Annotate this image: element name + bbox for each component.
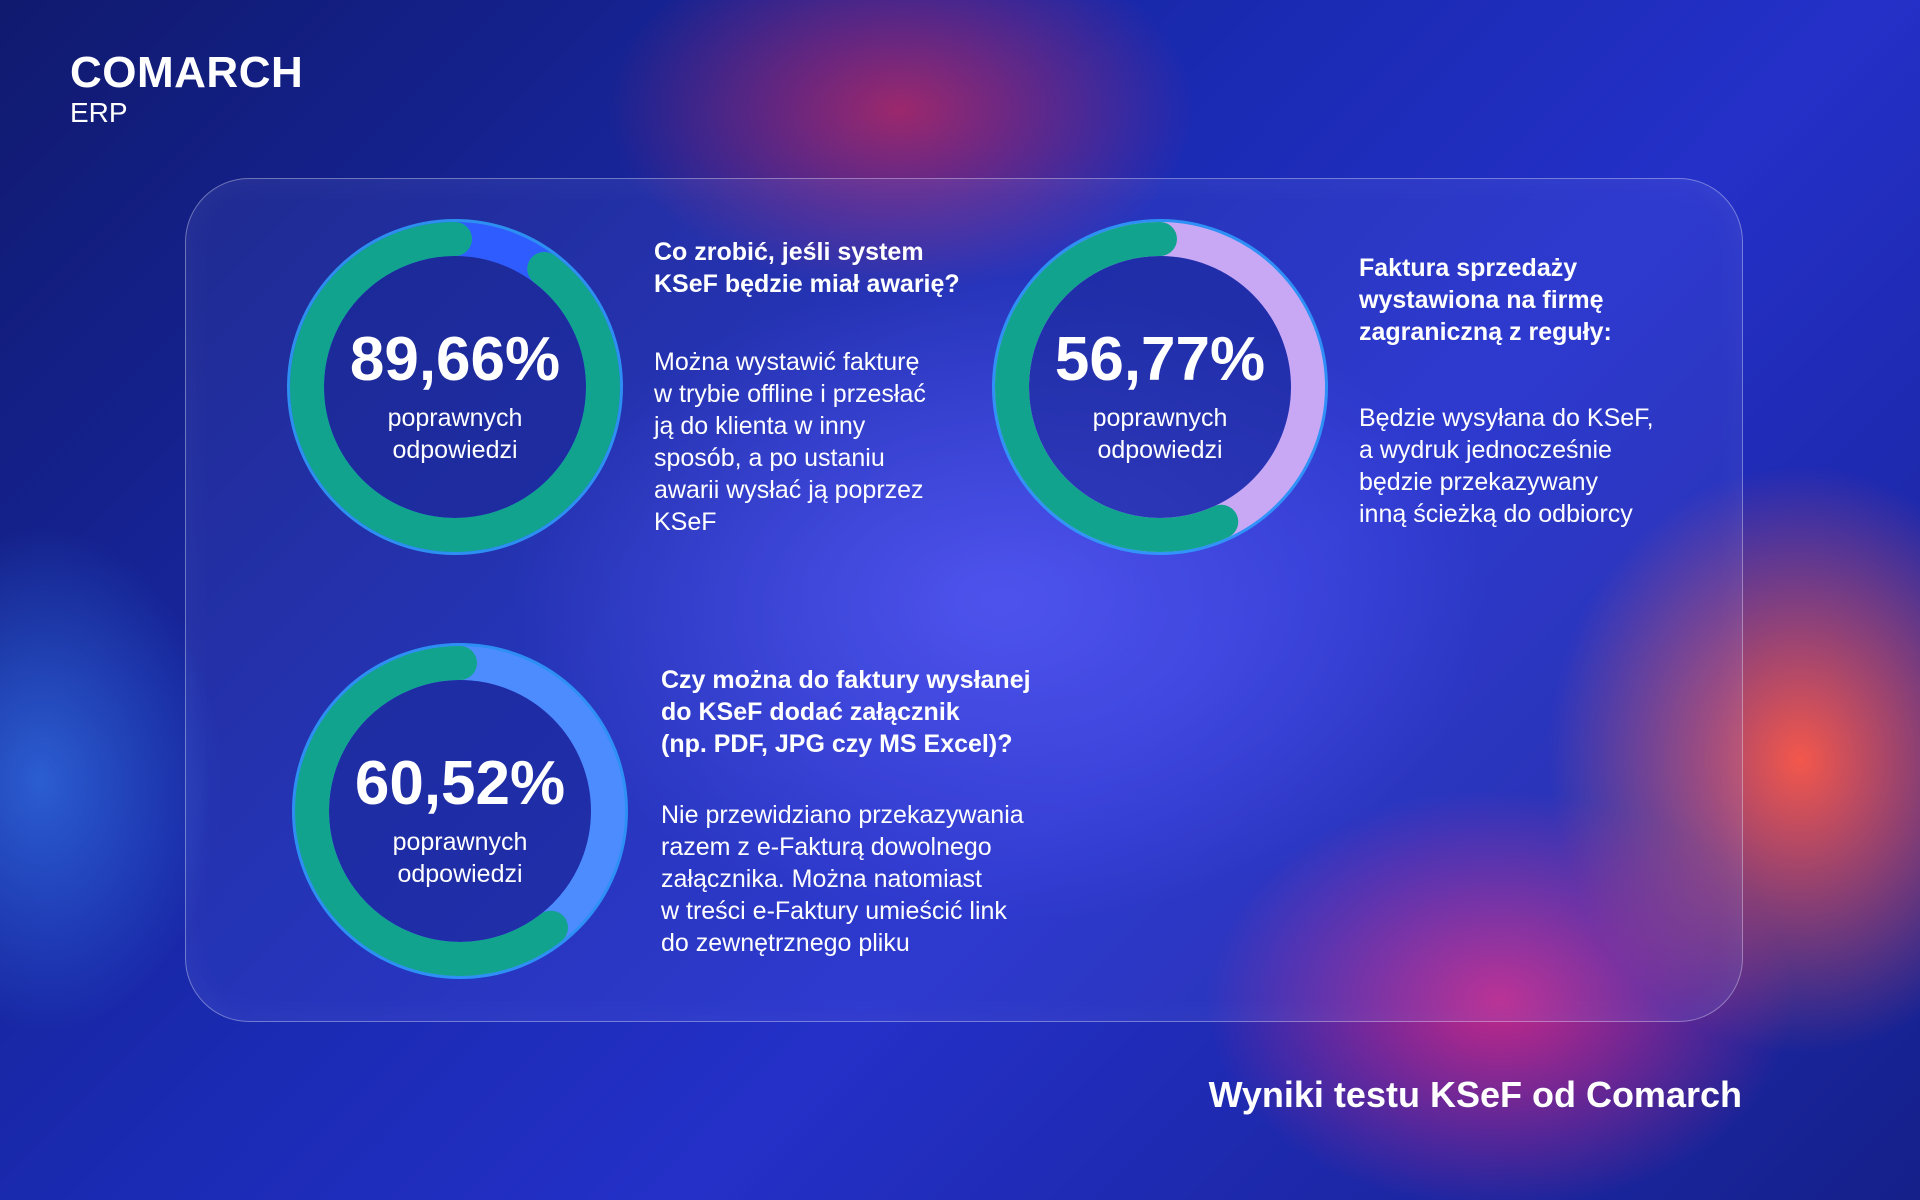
donut-svg-2 [992, 219, 1328, 555]
donut-center-disc [324, 256, 586, 518]
donut-value: 89,66% [349, 325, 561, 394]
donut-center-disc [329, 680, 591, 942]
answer-1: Można wystawić fakturę w trybie offline … [654, 348, 926, 536]
donut-chart-1: 89,66% poprawnych odpowiedzi [280, 212, 630, 562]
donut-chart-3: 60,52% poprawnych odpowiedzi [285, 636, 635, 986]
question-1: Co zrobić, jeśli system KSeF będzie miał… [654, 238, 960, 298]
donut-label: poprawnych odpowiedzi [1092, 404, 1228, 464]
logo-sub: ERP [70, 97, 128, 128]
donut-value-arc [995, 222, 1325, 552]
answer-3: Nie przewidziano przekazywania razem z e… [661, 801, 1024, 957]
donut-value: 56,77% [1054, 325, 1266, 394]
donut-label: poprawnych odpowiedzi [392, 828, 528, 888]
donut-label: poprawnych odpowiedzi [387, 404, 523, 464]
answer-2: Będzie wysyłana do KSeF, a wydruk jednoc… [1359, 404, 1654, 528]
donut-value-arc [290, 222, 620, 552]
comarch-logo: COMARCH ERP [70, 50, 303, 128]
donut-chart-2: 56,77% poprawnych odpowiedzi [985, 212, 1335, 562]
donut-svg-1 [287, 219, 623, 555]
footer-title: Wyniki testu KSeF od Comarch [1208, 1074, 1742, 1115]
donut-value-arc [295, 646, 625, 976]
donut-value: 60,52% [354, 749, 566, 818]
question-3: Czy można do faktury wysłanej do KSeF do… [661, 666, 1031, 758]
donut-svg-3 [292, 643, 628, 979]
logo-name: COMARCH [70, 48, 304, 97]
question-2: Faktura sprzedaży wystawiona na firmę za… [1359, 254, 1612, 346]
donut-center-disc [1029, 256, 1291, 518]
